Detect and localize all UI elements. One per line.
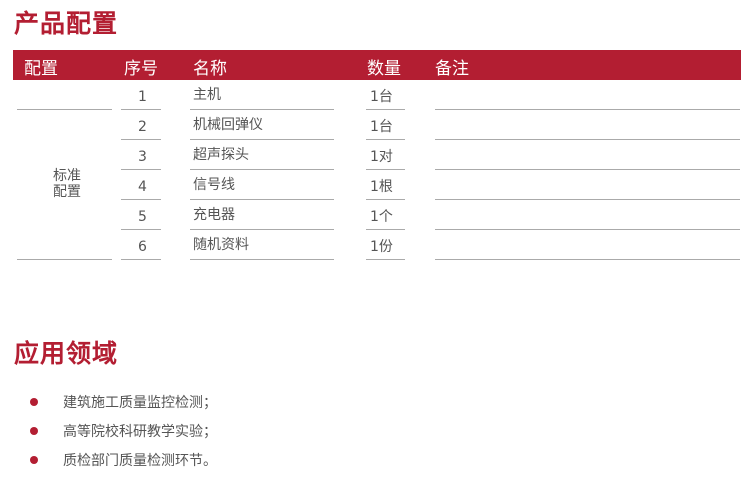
divider (190, 109, 334, 110)
divider (435, 199, 740, 200)
row-qty: 1台 (370, 89, 393, 105)
divider (17, 109, 112, 110)
group-label: 标准 配置 (53, 168, 81, 200)
divider (435, 139, 740, 140)
divider (190, 259, 334, 260)
list-item-text: 建筑施工质量监控检测； (63, 395, 217, 411)
divider (121, 199, 161, 200)
divider (121, 169, 161, 170)
divider (366, 259, 405, 260)
divider (366, 109, 405, 110)
divider (366, 199, 405, 200)
divider (366, 169, 405, 170)
divider (190, 229, 334, 230)
divider (366, 229, 405, 230)
divider (435, 229, 740, 230)
group-label-line2: 配置 (53, 184, 81, 200)
row-qty: 1个 (370, 209, 393, 225)
header-seq: 序号 (124, 59, 158, 79)
row-seq: 3 (138, 149, 147, 165)
bullet-icon (30, 427, 38, 435)
divider (17, 259, 112, 260)
header-config: 配置 (24, 59, 58, 79)
row-qty: 1对 (370, 149, 393, 165)
header-note: 备注 (435, 59, 469, 79)
row-qty: 1根 (370, 179, 393, 195)
divider (435, 169, 740, 170)
divider (190, 199, 334, 200)
row-name: 主机 (193, 87, 221, 103)
bullet-icon (30, 398, 38, 406)
list-item-text: 质检部门质量检测环节。 (63, 453, 217, 469)
row-seq: 5 (138, 209, 147, 225)
header-name: 名称 (193, 59, 227, 79)
row-qty: 1台 (370, 119, 393, 135)
header-qty: 数量 (367, 59, 401, 79)
divider (435, 259, 740, 260)
row-name: 超声探头 (193, 147, 249, 163)
row-seq: 6 (138, 239, 147, 255)
config-title: 产品配置 (14, 9, 119, 38)
divider (190, 139, 334, 140)
divider (121, 229, 161, 230)
row-seq: 1 (138, 89, 147, 105)
row-seq: 2 (138, 119, 147, 135)
row-name: 机械回弹仪 (193, 117, 263, 133)
row-name: 信号线 (193, 177, 235, 193)
divider (366, 139, 405, 140)
row-name: 随机资料 (193, 237, 249, 253)
divider (121, 139, 161, 140)
row-seq: 4 (138, 179, 147, 195)
divider (435, 109, 740, 110)
divider (121, 109, 161, 110)
divider (121, 259, 161, 260)
application-title: 应用领域 (14, 339, 119, 368)
table-header (13, 50, 741, 80)
list-item-text: 高等院校科研教学实验； (63, 424, 217, 440)
divider (190, 169, 334, 170)
row-qty: 1份 (370, 239, 393, 255)
row-name: 充电器 (193, 207, 235, 223)
bullet-icon (30, 456, 38, 464)
group-label-line1: 标准 (53, 168, 81, 184)
